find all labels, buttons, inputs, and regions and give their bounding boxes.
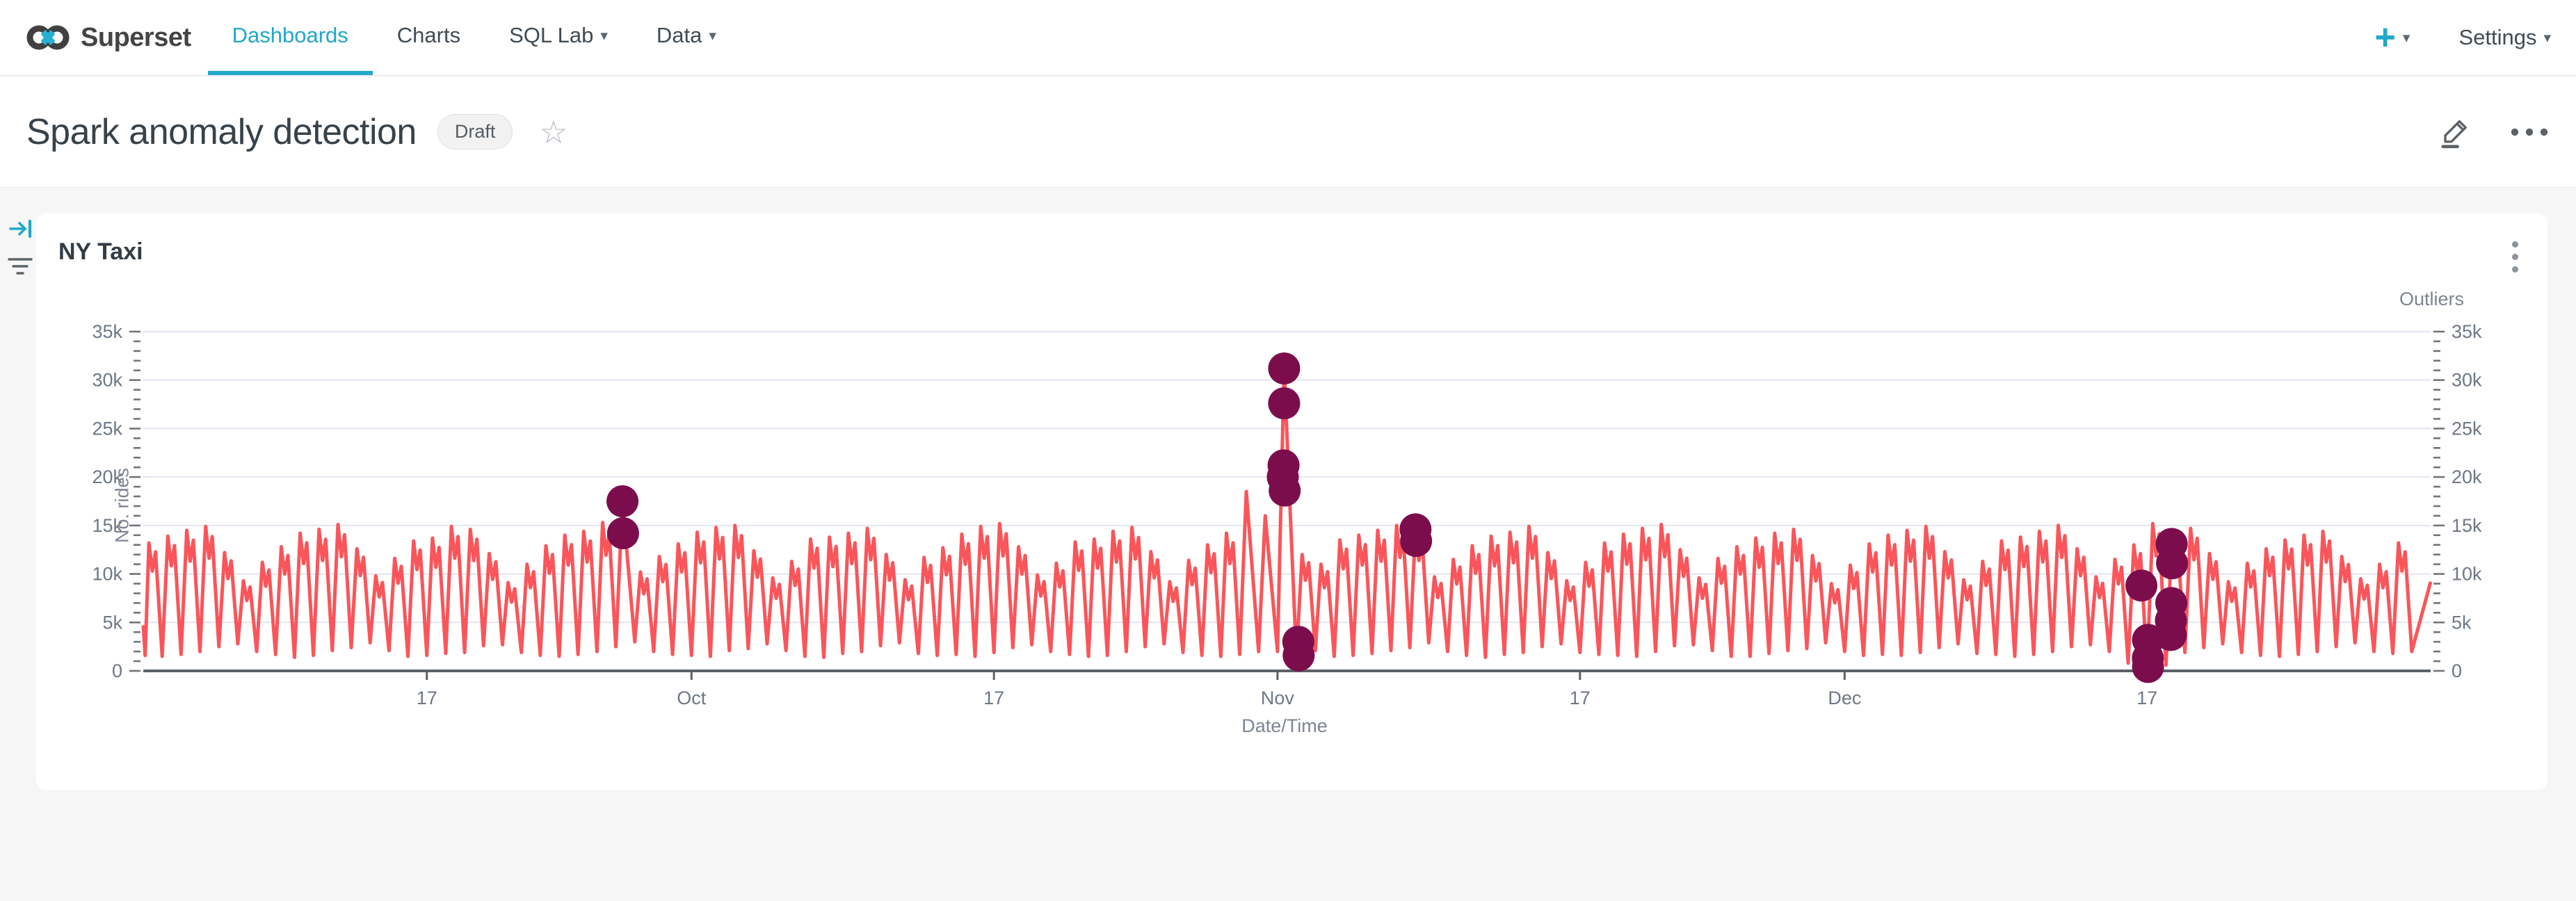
brand-name: Superset <box>81 22 191 52</box>
main-nav: Dashboards Charts SQL Lab ▾ Data ▾ <box>207 0 741 75</box>
expand-filter-bar-button[interactable] <box>8 217 35 244</box>
nav-item-sql-lab[interactable]: SQL Lab ▾ <box>485 0 632 75</box>
outlier-point <box>606 485 639 517</box>
y-axis-label-right: 5k <box>2452 612 2472 633</box>
nav-label: Charts <box>396 23 461 47</box>
top-navbar: Superset Dashboards Charts SQL Lab ▾ Dat… <box>0 0 2576 76</box>
y-axis-label-right: 10k <box>2452 564 2482 585</box>
y-axis-label-right: 30k <box>2452 370 2482 391</box>
y-axis-label-left: 35k <box>92 321 122 342</box>
outlier-point <box>1268 387 1301 420</box>
y-axis-label-right: 15k <box>2452 515 2482 536</box>
navbar-right: + ▾ Settings ▾ <box>2375 0 2551 75</box>
kebab-dot <box>2512 241 2518 247</box>
y-axis-label-right: 25k <box>2452 418 2482 439</box>
chart-title: NY Taxi <box>58 238 143 265</box>
y-axis-label-left: 30k <box>92 370 122 391</box>
chart-kebab-menu-button[interactable] <box>2508 237 2522 277</box>
y-axis-label-left: 20k <box>92 466 122 487</box>
y-axis-label-right: 20k <box>2452 466 2482 487</box>
filter-icon[interactable] <box>7 256 33 282</box>
settings-menu[interactable]: Settings ▾ <box>2458 25 2551 50</box>
kebab-dot <box>2512 266 2518 273</box>
outlier-point <box>2156 547 2189 580</box>
dashboard-more-button[interactable] <box>2509 128 2550 136</box>
plus-icon: + <box>2374 17 2396 58</box>
x-axis-label: 17 <box>417 688 437 708</box>
left-axis-title: No. rides <box>111 467 133 544</box>
dashboard-header: Spark anomaly detection Draft ☆ <box>0 76 2576 188</box>
outlier-point <box>2155 619 2187 651</box>
outlier-point <box>606 517 639 550</box>
x-axis-label: Dec <box>1828 688 1861 708</box>
caret-down-icon: ▾ <box>2543 29 2551 46</box>
page-title: Spark anomaly detection <box>26 111 417 152</box>
caret-down-icon: ▾ <box>2402 29 2410 46</box>
x-axis-label: 17 <box>2136 688 2157 708</box>
caret-down-icon: ▾ <box>709 27 716 44</box>
x-axis-label: 17 <box>983 688 1004 708</box>
outlier-point <box>1268 352 1301 384</box>
x-axis-label: Oct <box>677 688 707 708</box>
x-axis-label: 17 <box>1570 688 1591 708</box>
y-axis-label-right: 35k <box>2452 321 2482 342</box>
x-axis-title: Date/Time <box>1241 715 1328 736</box>
superset-logo[interactable]: Superset <box>25 0 191 75</box>
nav-item-charts[interactable]: Charts <box>373 0 485 75</box>
outlier-point <box>2132 651 2164 683</box>
kebab-dot <box>2512 254 2518 260</box>
outlier-point <box>2125 569 2158 602</box>
x-axis-label: Nov <box>1261 688 1295 708</box>
favorite-star-icon[interactable]: ☆ <box>539 113 568 150</box>
nav-label: Dashboards <box>232 23 348 47</box>
timeseries-chart: 0 0 5k 5k 10k 10k 15k 15k 20k 20k 25k 25k 30k 30k 35k 3… <box>92 321 2482 708</box>
ellipsis-icon <box>2509 128 2550 136</box>
outlier-point <box>1282 639 1315 672</box>
nav-item-dashboards[interactable]: Dashboards <box>207 0 373 75</box>
y-axis-label-right: 0 <box>2452 660 2462 681</box>
new-item-button[interactable]: + ▾ <box>2375 19 2410 56</box>
settings-label: Settings <box>2458 25 2537 49</box>
edit-dashboard-button[interactable] <box>2438 115 2472 149</box>
caret-down-icon: ▾ <box>600 27 608 44</box>
nav-label: Data <box>656 23 702 47</box>
outlier-point <box>1400 525 1433 558</box>
pencil-icon <box>2438 115 2472 149</box>
y-axis-label-left: 25k <box>92 418 122 439</box>
infinity-logo-icon <box>25 23 71 52</box>
outlier-point <box>1269 474 1301 507</box>
nav-item-data[interactable]: Data ▾ <box>632 0 741 75</box>
y-axis-label-left: 5k <box>102 612 122 633</box>
dashboard-canvas: 0 0 5k 5k 10k 10k 15k 15k 20k 20k 25k 25k 30k 30k 35k 3… <box>0 188 2576 901</box>
dashboard-header-actions <box>2438 115 2550 149</box>
nav-label: SQL Lab <box>509 23 594 47</box>
y-axis-label-left: 10k <box>92 564 122 585</box>
right-axis-title: Outliers <box>2399 289 2464 309</box>
y-axis-label-left: 15k <box>92 515 122 536</box>
y-axis-label-left: 0 <box>112 660 122 681</box>
status-badge: Draft <box>437 114 513 149</box>
chart-card-ny-taxi: 0 0 5k 5k 10k 10k 15k 15k 20k 20k 25k 25k 30k 30k 35k 3… <box>36 213 2547 790</box>
